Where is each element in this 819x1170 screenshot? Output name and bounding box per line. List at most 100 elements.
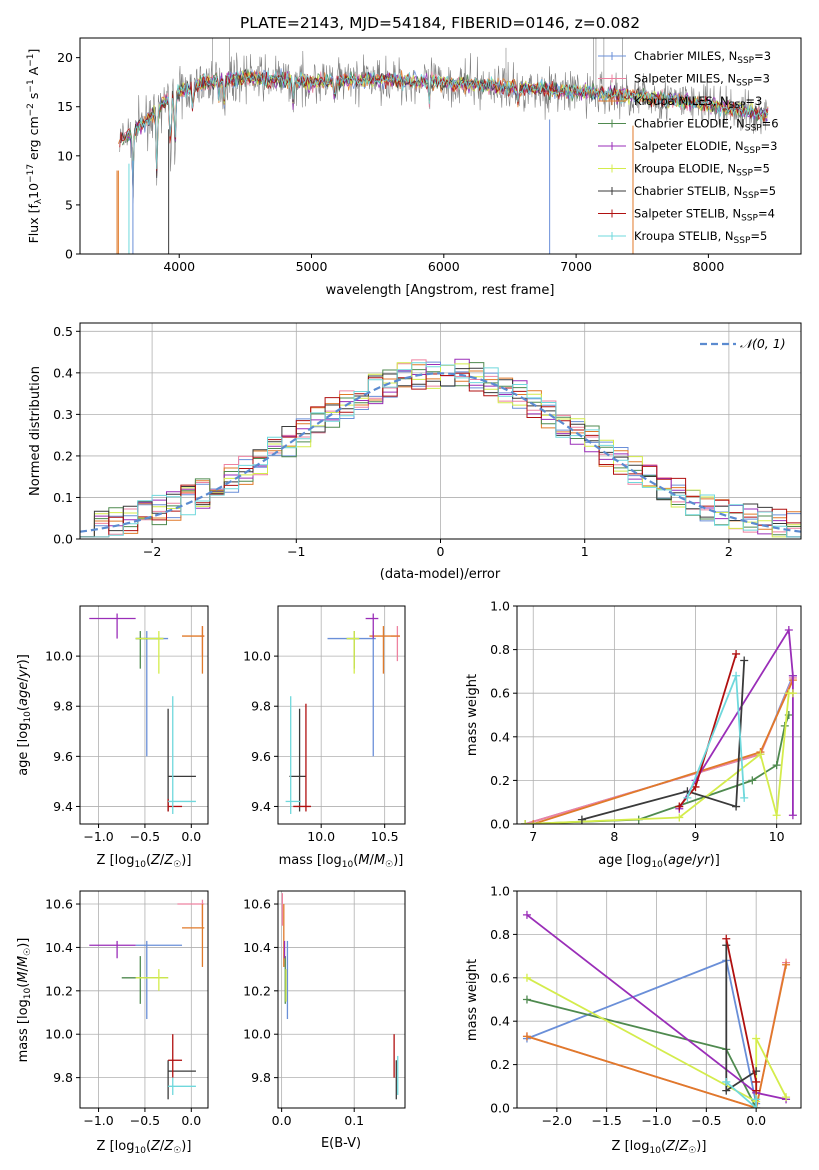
errorbar-point-8 — [168, 696, 196, 814]
y-tick-label: 10.0 — [243, 1027, 271, 1042]
x-tick-label: 8000 — [692, 259, 724, 274]
x-axis-label: Z [log10(Z/Z☉)] — [97, 853, 192, 870]
x-tick-label: −0.5 — [130, 1113, 160, 1128]
plot-area — [281, 893, 399, 1100]
weight-marker — [691, 782, 700, 791]
y-tick-label: 9.8 — [251, 1070, 271, 1085]
y-axis-label: Flux [fλ10−17 erg cm−2 s−1 A−1] — [26, 49, 44, 244]
x-tick-label: 0.0 — [181, 1113, 201, 1128]
x-tick-label: 10.0 — [307, 829, 335, 844]
x-tick-label: 1 — [581, 544, 589, 559]
axes-residuals: −2 −1 0 1 2 0.0 0.1 0.2 0.3 0.4 0.5 (data-model)/er… — [28, 322, 802, 582]
legend-label: Kroupa ELODIE, NSSP=5 — [634, 162, 770, 179]
weight-marker — [782, 1093, 791, 1102]
y-tick-label: 0.2 — [53, 448, 73, 463]
errorbar-point-5 — [135, 631, 164, 674]
x-axis-label: Z [log10(Z/Z☉)] — [612, 1139, 707, 1156]
y-tick-label: 10.0 — [243, 649, 271, 664]
y-tick-label: 10.6 — [243, 897, 271, 912]
y-tick-label: 1.0 — [490, 884, 510, 899]
legend-label: Salpeter MILES, NSSP=3 — [634, 72, 770, 89]
weight-line-2 — [532, 679, 794, 824]
weight-line-3 — [525, 714, 790, 824]
y-tick-label: 0.4 — [490, 729, 510, 744]
x-axis-label: Z [log10(Z/Z☉)] — [97, 1139, 192, 1156]
errorbar-point-2 — [369, 626, 400, 674]
plot-area — [80, 358, 801, 538]
figure-title: PLATE=2143, MJD=54184, FIBERID=0146, z=0… — [240, 14, 640, 32]
y-tick-label: 0.8 — [490, 642, 510, 657]
errorbar-point-4 — [89, 613, 136, 639]
weight-marker — [740, 793, 749, 802]
legend-label: Salpeter ELODIE, NSSP=3 — [634, 139, 777, 156]
weight-marker — [784, 625, 793, 634]
plot-area — [89, 613, 205, 814]
legend-label: Chabrier STELIB, NSSP=5 — [634, 184, 776, 201]
weight-marker — [788, 811, 797, 820]
weight-marker — [675, 813, 684, 822]
weight-marker — [522, 1032, 531, 1041]
errorbar-point-1 — [177, 899, 205, 926]
axes-spectrum: 4000 5000 6000 7000 8000 0 5 10 15 20 wavelength [… — [26, 37, 802, 298]
y-tick-label: 9.4 — [53, 799, 73, 814]
weight-marker — [788, 671, 797, 680]
gaussian-curve — [80, 372, 801, 533]
weight-line-3 — [526, 998, 758, 1108]
y-axis-label: Normed distribution — [28, 366, 43, 496]
plot-area — [521, 625, 797, 824]
x-tick-label: 8 — [610, 829, 618, 844]
y-tick-label: 0.2 — [490, 773, 510, 788]
x-tick-label: −2 — [143, 544, 161, 559]
weight-line-6 — [725, 945, 757, 1093]
legend-label: Chabrier MILES, NSSP=3 — [634, 49, 771, 66]
legend-label: Kroupa STELIB, NSSP=5 — [634, 229, 767, 246]
axes-weight-vs-age: 7 8 9 10 0.0 0.2 0.4 0.6 0.8 1.0 age [log10(age/yr… — [465, 599, 802, 870]
weight-marker — [521, 820, 530, 824]
y-tick-label: 0.3 — [53, 407, 73, 422]
residual-hist-5 — [80, 362, 801, 538]
errorbar-point-7 — [293, 703, 312, 812]
x-tick-label: −0.5 — [130, 829, 160, 844]
y-tick-label: 0.6 — [490, 686, 510, 701]
weight-marker — [522, 910, 531, 919]
x-tick-label: 2 — [725, 544, 733, 559]
model-spectrum-8 — [125, 70, 769, 190]
y-tick-label: 0.6 — [490, 970, 510, 985]
x-tick-label: 10 — [769, 829, 785, 844]
y-tick-label: 9.4 — [251, 799, 271, 814]
weight-marker — [752, 1104, 761, 1108]
y-tick-label: 0.0 — [490, 1101, 510, 1116]
y-tick-label: 10.0 — [45, 1027, 73, 1042]
weight-marker — [752, 1077, 761, 1086]
weight-marker — [788, 689, 797, 698]
y-tick-label: 10.0 — [45, 649, 73, 664]
x-tick-label: −1.0 — [83, 829, 113, 844]
axes-frame — [516, 605, 802, 825]
x-tick-label: −1.5 — [592, 1113, 622, 1128]
y-tick-label: 20 — [57, 50, 73, 65]
weight-line-2 — [526, 964, 787, 1108]
plot-area — [116, 38, 769, 254]
x-tick-label: 5000 — [296, 259, 328, 274]
errorbar-point-7 — [168, 1034, 183, 1078]
x-tick-label: 7 — [529, 829, 537, 844]
axes-mass-vs-Z: −1.0 −0.5 0.0 9.8 10.0 10.2 10.4 10.6 Z [log10(Z… — [16, 890, 209, 1156]
weight-marker — [752, 1034, 761, 1043]
axes-mass-vs-ebv: 0.0 0.1 9.8 10.0 10.2 10.4 10.6 E(B-V) — [243, 890, 406, 1151]
x-tick-label: −0.5 — [691, 1113, 721, 1128]
x-tick-label: 9 — [692, 829, 700, 844]
weight-marker — [722, 1077, 731, 1086]
x-axis-label: wavelength [Angstrom, rest frame] — [326, 283, 555, 298]
weight-marker — [732, 802, 741, 811]
y-tick-label: 10.6 — [45, 897, 73, 912]
y-tick-label: 9.8 — [53, 699, 73, 714]
y-tick-label: 10.2 — [45, 983, 73, 998]
y-tick-label: 5 — [65, 197, 73, 212]
weight-marker — [732, 649, 741, 658]
weight-marker — [772, 811, 781, 820]
legend: Chabrier MILES, NSSP=3 Salpeter MILES, NS… — [598, 49, 779, 246]
weight-marker — [772, 761, 781, 770]
weight-marker — [577, 815, 586, 824]
weight-marker — [740, 656, 749, 665]
